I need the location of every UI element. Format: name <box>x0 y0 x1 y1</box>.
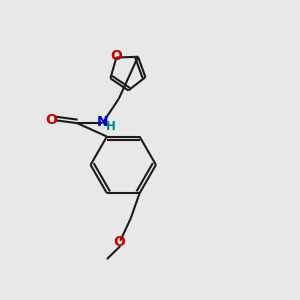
Text: H: H <box>106 120 116 133</box>
Text: O: O <box>110 49 122 63</box>
Text: N: N <box>97 115 108 129</box>
Text: O: O <box>113 235 125 249</box>
Text: O: O <box>45 113 57 127</box>
